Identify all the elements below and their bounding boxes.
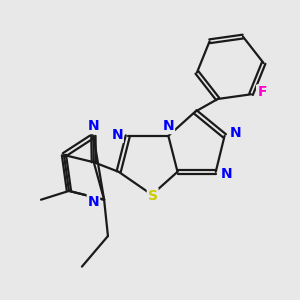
Text: N: N bbox=[111, 128, 123, 142]
Text: N: N bbox=[221, 167, 232, 181]
Text: N: N bbox=[163, 119, 174, 133]
Text: S: S bbox=[148, 188, 158, 203]
Text: N: N bbox=[88, 195, 99, 208]
Text: N: N bbox=[88, 119, 99, 133]
Text: F: F bbox=[257, 85, 266, 99]
Text: F: F bbox=[258, 85, 267, 99]
Text: N: N bbox=[230, 126, 241, 140]
